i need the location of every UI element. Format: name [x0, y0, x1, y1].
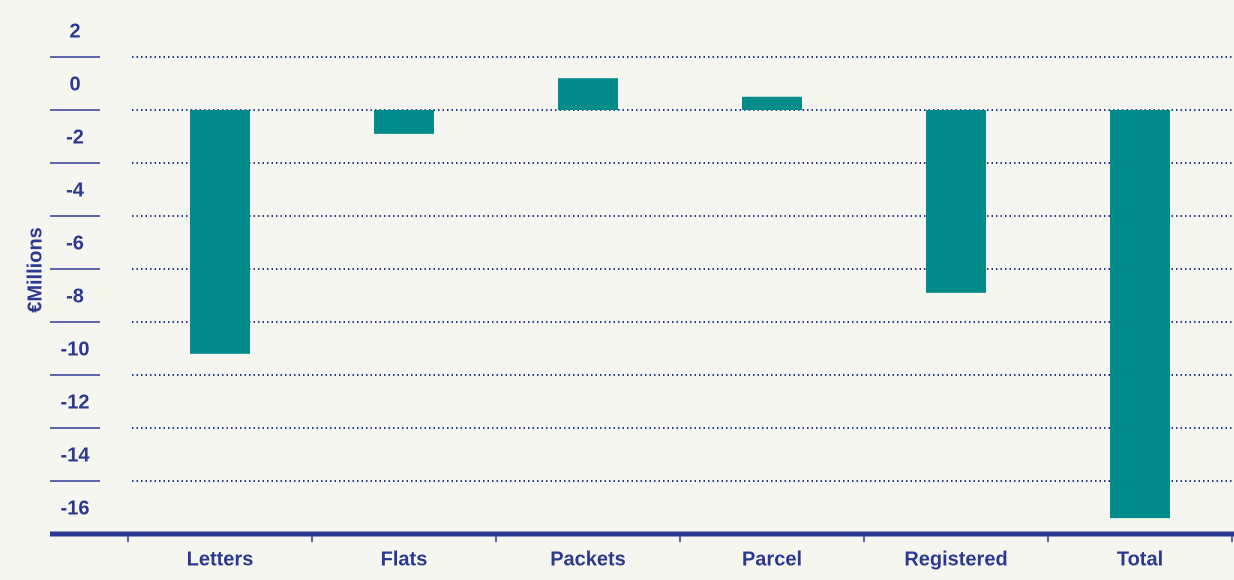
y-tick-label: -16	[61, 497, 90, 519]
y-axis-title: €Millions	[24, 227, 46, 313]
y-tick-label: -10	[61, 338, 90, 360]
bar	[190, 110, 250, 354]
x-tick-label: Letters	[187, 548, 254, 570]
bar	[742, 96, 802, 110]
y-tick-label: -12	[61, 391, 90, 413]
bar	[558, 78, 618, 110]
bar	[926, 110, 986, 293]
x-tick-label: Registered	[904, 548, 1007, 570]
x-tick-label: Parcel	[742, 548, 802, 570]
y-tick-label: -6	[66, 232, 84, 254]
y-tick-label: -4	[66, 179, 85, 201]
y-tick-label: -14	[61, 444, 91, 466]
y-tick-label: -2	[66, 126, 84, 148]
x-tick-label: Packets	[550, 548, 626, 570]
x-tick-label: Total	[1117, 548, 1163, 570]
bar	[1110, 110, 1170, 519]
bar	[374, 110, 434, 134]
y-tick-label: 2	[69, 20, 80, 42]
y-tick-label: 0	[69, 73, 80, 95]
y-tick-label: -8	[66, 285, 84, 307]
x-tick-label: Flats	[381, 548, 428, 570]
